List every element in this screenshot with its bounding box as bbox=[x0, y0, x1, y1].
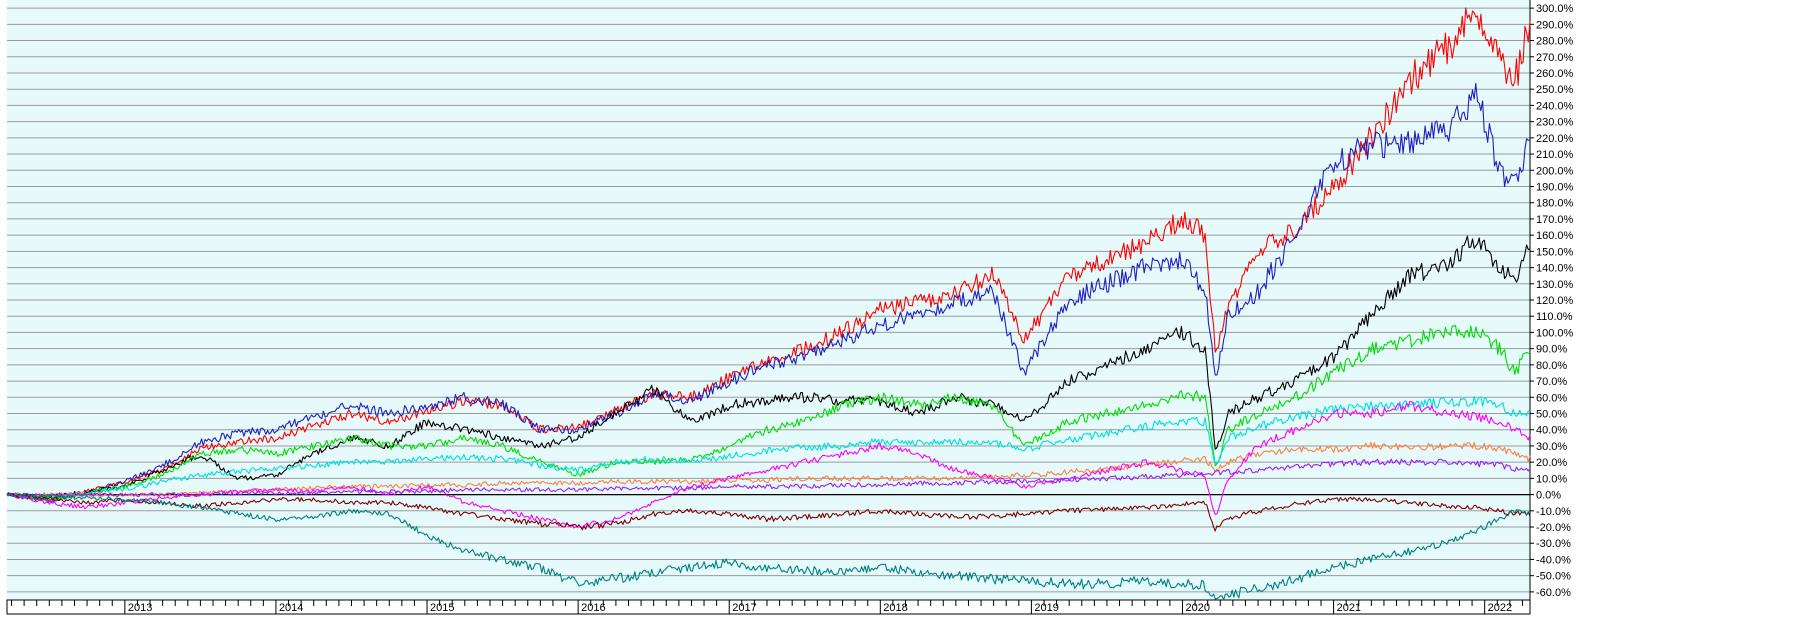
y-tick-label: -40.0% bbox=[1536, 554, 1571, 566]
y-tick-label: 280.0% bbox=[1536, 36, 1574, 48]
series-line-5 bbox=[6, 395, 1531, 499]
y-tick-label: 0.0% bbox=[1536, 490, 1561, 502]
x-tick-label: 2018 bbox=[883, 602, 907, 614]
y-tick-label: 210.0% bbox=[1536, 149, 1574, 161]
y-tick-label: -60.0% bbox=[1536, 587, 1571, 599]
x-tick-label: 2020 bbox=[1185, 602, 1209, 614]
y-tick-label: 50.0% bbox=[1536, 409, 1567, 421]
series-line-1 bbox=[6, 7, 1531, 502]
x-tick-label: 2019 bbox=[1034, 602, 1058, 614]
x-tick-label: 2016 bbox=[581, 602, 605, 614]
y-tick-label: 70.0% bbox=[1536, 376, 1567, 388]
x-tick-label: 2017 bbox=[732, 602, 756, 614]
y-tick-label: 260.0% bbox=[1536, 68, 1574, 80]
x-tick-label: 2015 bbox=[430, 602, 454, 614]
y-tick-label: 230.0% bbox=[1536, 117, 1574, 129]
y-tick-label: 110.0% bbox=[1536, 311, 1573, 323]
y-tick-label: 20.0% bbox=[1536, 457, 1567, 469]
series-line-10 bbox=[6, 492, 1531, 601]
y-tick-label: 190.0% bbox=[1536, 181, 1574, 193]
y-tick-label: -50.0% bbox=[1536, 571, 1571, 583]
y-tick-label: 30.0% bbox=[1536, 441, 1567, 453]
x-tick-label: 2022 bbox=[1488, 602, 1512, 614]
x-axis-band bbox=[6, 599, 1531, 615]
y-tick-label: 300.0% bbox=[1536, 3, 1574, 15]
series-line-3 bbox=[6, 235, 1531, 500]
y-tick-label: 120.0% bbox=[1536, 295, 1574, 307]
y-tick-label: 270.0% bbox=[1536, 52, 1574, 64]
x-tick-label: 2021 bbox=[1337, 602, 1361, 614]
y-tick-label: 290.0% bbox=[1536, 19, 1574, 31]
y-tick-label: 250.0% bbox=[1536, 84, 1574, 96]
y-tick-label: 160.0% bbox=[1536, 230, 1574, 242]
y-tick-label: -30.0% bbox=[1536, 538, 1571, 550]
series-line-2 bbox=[6, 82, 1531, 504]
y-tick-label: -20.0% bbox=[1536, 522, 1571, 534]
y-tick-label: 140.0% bbox=[1536, 263, 1574, 275]
x-tick-label: 2013 bbox=[128, 602, 152, 614]
y-tick-label: 90.0% bbox=[1536, 344, 1567, 356]
y-tick-label: 220.0% bbox=[1536, 133, 1574, 145]
x-tick-label: 2014 bbox=[279, 602, 303, 614]
y-tick-label: 180.0% bbox=[1536, 198, 1574, 210]
series-line-9 bbox=[6, 492, 1531, 532]
y-tick-label: 240.0% bbox=[1536, 100, 1574, 112]
y-tick-label: 100.0% bbox=[1536, 327, 1574, 339]
y-tick-label: 130.0% bbox=[1536, 279, 1574, 291]
y-tick-label: 60.0% bbox=[1536, 392, 1567, 404]
y-tick-label: 10.0% bbox=[1536, 473, 1567, 485]
y-tick-label: 170.0% bbox=[1536, 214, 1574, 226]
y-tick-label: 150.0% bbox=[1536, 246, 1574, 258]
y-tick-label: -10.0% bbox=[1536, 506, 1571, 518]
series-line-6 bbox=[6, 441, 1531, 498]
y-tick-label: 40.0% bbox=[1536, 425, 1567, 437]
series-line-8 bbox=[6, 458, 1531, 497]
series-line-7 bbox=[6, 400, 1531, 529]
y-tick-label: 200.0% bbox=[1536, 165, 1574, 177]
series-line-4 bbox=[6, 324, 1531, 502]
y-tick-label: 80.0% bbox=[1536, 360, 1567, 372]
